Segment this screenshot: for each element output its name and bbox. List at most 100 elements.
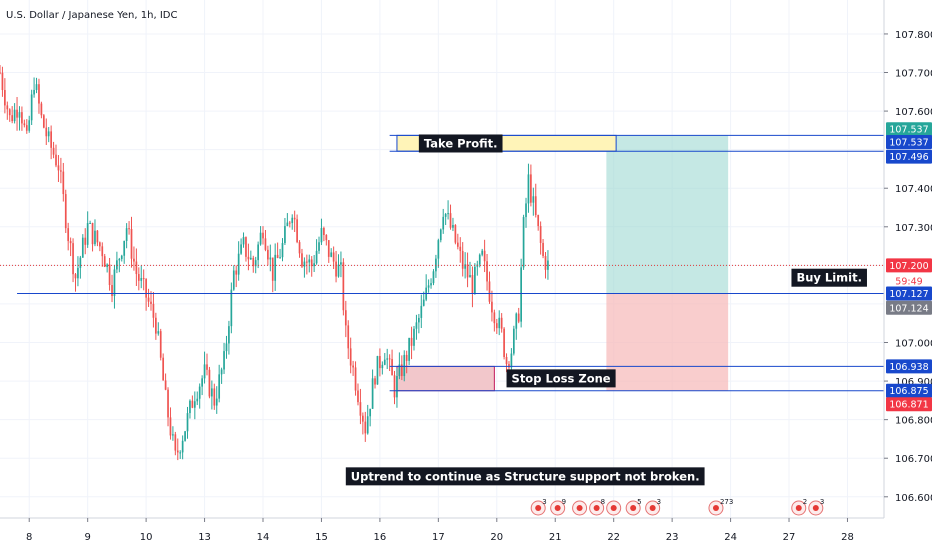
candle-body bbox=[96, 230, 99, 243]
candle-body bbox=[252, 257, 255, 267]
event-flag-dot bbox=[649, 505, 656, 511]
price-badge bbox=[886, 122, 932, 137]
candle-body bbox=[35, 84, 38, 90]
candle-body bbox=[150, 301, 152, 304]
price-badge-label: 59:49 bbox=[895, 276, 922, 287]
candle-body bbox=[89, 223, 91, 225]
price-badge-label: 106.871 bbox=[889, 400, 928, 411]
candle-body bbox=[0, 72, 1, 74]
y-tick-label: 106.700 bbox=[895, 454, 932, 465]
annotation-box bbox=[791, 268, 867, 287]
candle-body bbox=[50, 131, 52, 148]
candle-body bbox=[393, 375, 396, 398]
candle-body bbox=[179, 452, 182, 454]
annotation-box bbox=[506, 369, 616, 388]
candle-body bbox=[181, 440, 184, 453]
candle-body bbox=[106, 264, 109, 268]
y-tick-label: 107.600 bbox=[895, 107, 932, 118]
candle-body bbox=[486, 261, 488, 282]
candle-body bbox=[47, 131, 50, 137]
candle-body bbox=[203, 364, 206, 379]
calendar-event-icon[interactable]: 2 bbox=[791, 498, 807, 516]
price-badge-label: 107.537 bbox=[889, 125, 928, 136]
price-badge-label: 107.496 bbox=[889, 152, 928, 163]
event-flag-dot bbox=[812, 505, 819, 511]
x-tick-label: 22 bbox=[607, 532, 620, 543]
candle-body bbox=[444, 214, 447, 217]
x-tick-label: 21 bbox=[549, 532, 562, 543]
event-flag-dot bbox=[630, 505, 637, 511]
price-badge bbox=[886, 300, 932, 315]
price-badge bbox=[886, 134, 932, 149]
candle-body bbox=[4, 90, 6, 106]
event-flag-dot bbox=[535, 505, 542, 511]
candle-body bbox=[276, 254, 279, 258]
calendar-event-icon[interactable]: 5 bbox=[625, 498, 642, 516]
candle-body bbox=[405, 354, 408, 361]
calendar-event-icon[interactable]: 3 bbox=[808, 498, 824, 516]
candle-body bbox=[447, 213, 449, 215]
candle-body bbox=[335, 261, 337, 277]
calendar-event-icon[interactable]: 9 bbox=[550, 498, 566, 516]
price-badge bbox=[886, 286, 932, 301]
candle-body bbox=[103, 256, 106, 268]
candle-body bbox=[420, 305, 423, 318]
annotation-box bbox=[345, 467, 705, 486]
x-tick-label: 20 bbox=[490, 532, 503, 543]
candle-body bbox=[11, 115, 14, 122]
candle-body bbox=[23, 123, 26, 126]
event-count: 9 bbox=[562, 498, 566, 506]
annotation-text: Uptrend to continue as Structure support… bbox=[351, 469, 700, 483]
candle-body bbox=[196, 398, 199, 402]
price-badge-label: 107.127 bbox=[889, 289, 928, 300]
candle-body bbox=[403, 354, 406, 377]
candle-body bbox=[6, 105, 9, 110]
candle-body bbox=[40, 103, 43, 116]
candle-body bbox=[218, 374, 221, 399]
candle-body bbox=[522, 217, 525, 268]
candle-body bbox=[279, 257, 281, 259]
candle-body bbox=[116, 260, 118, 270]
annotation-text: Buy Limit. bbox=[796, 271, 862, 285]
candle-body bbox=[259, 232, 262, 245]
candle-body bbox=[364, 421, 367, 434]
candle-body bbox=[133, 258, 135, 262]
candle-body bbox=[510, 353, 513, 368]
candle-body bbox=[269, 257, 272, 260]
candle-body bbox=[288, 222, 291, 224]
candle-body bbox=[537, 214, 540, 227]
candle-body bbox=[391, 359, 393, 376]
candle-body bbox=[400, 364, 403, 377]
candle-body bbox=[176, 450, 179, 453]
candle-body bbox=[532, 196, 535, 203]
candle-body bbox=[125, 228, 128, 241]
calendar-event-icon[interactable] bbox=[606, 500, 622, 516]
calendar-event-icon[interactable]: 3 bbox=[530, 498, 547, 516]
candle-body bbox=[381, 364, 384, 369]
candle-body bbox=[337, 264, 340, 277]
candle-body bbox=[213, 388, 216, 406]
calendar-event-icon[interactable]: 273 bbox=[708, 498, 733, 516]
event-flag-dot bbox=[712, 505, 719, 511]
candle-body bbox=[461, 250, 464, 269]
candle-body bbox=[245, 237, 247, 257]
event-layer[interactable]: 3 9 8 5 3 273 2 3 bbox=[530, 498, 824, 516]
price-badge bbox=[886, 273, 932, 288]
annotation-text: Take Profit. bbox=[424, 136, 498, 150]
candle-body bbox=[167, 389, 169, 418]
candle-body bbox=[264, 238, 267, 250]
calendar-event-icon[interactable] bbox=[572, 500, 588, 516]
candle-body bbox=[488, 281, 491, 302]
calendar-event-icon[interactable]: 3 bbox=[645, 498, 661, 516]
candle-body bbox=[323, 228, 325, 236]
candle-body bbox=[1, 72, 4, 91]
candle-body bbox=[108, 264, 111, 286]
candle-body bbox=[13, 109, 16, 122]
candle-body bbox=[284, 226, 286, 244]
calendar-event-icon[interactable]: 8 bbox=[589, 498, 605, 516]
price-badge bbox=[886, 397, 932, 412]
annotation-layer: Take Profit. Buy Limit. Stop Loss Zone Uptr… bbox=[345, 134, 867, 486]
event-count: 8 bbox=[601, 498, 605, 506]
